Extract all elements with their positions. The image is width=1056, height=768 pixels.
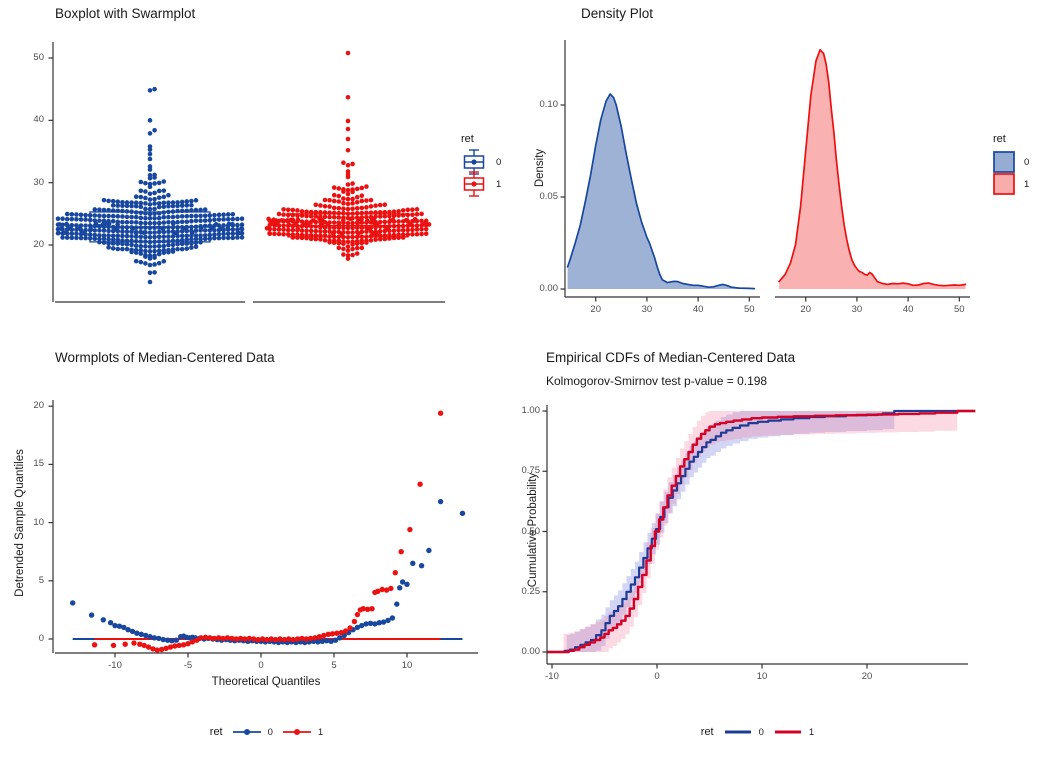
legend-item-1: 1 <box>461 171 502 197</box>
point-line-key-icon <box>282 729 311 735</box>
density-legend: ret 0 1 <box>993 133 1029 195</box>
boxplot-key-icon <box>463 149 485 175</box>
tick-label: 20 <box>590 304 601 315</box>
line-key-icon <box>774 730 801 734</box>
tick-label: 0.00 <box>539 283 559 294</box>
tick-label: 5 <box>331 660 337 671</box>
tick-label: 40 <box>902 304 914 315</box>
swarm-title: Boxplot with Swarmplot <box>55 6 196 21</box>
tick-label: 30 <box>641 304 653 315</box>
tick-label: 20 <box>33 400 44 412</box>
tick-label: 30 <box>33 176 44 188</box>
tick-label: 0.25 <box>521 585 541 597</box>
tick-label: 1.00 <box>521 405 541 416</box>
tick-label: 0.10 <box>539 99 559 110</box>
point-line-key-icon <box>232 729 261 735</box>
worm-legend: ret 0 1 <box>55 722 478 742</box>
tick-label: 40 <box>33 114 44 126</box>
density-y-axis-label: Density <box>534 148 546 188</box>
legend-item-0: 0 <box>461 149 502 175</box>
legend-item-1: 1 <box>282 726 323 738</box>
legend-item-label: 1 <box>496 178 502 190</box>
tick-label: 0 <box>38 633 44 644</box>
tick-label: 0 <box>654 671 660 682</box>
legend-title: ret <box>700 726 714 738</box>
legend-item-0: 0 <box>993 151 1029 173</box>
tick-label: 20 <box>800 304 811 315</box>
density-title: Density Plot <box>581 6 654 21</box>
tick-label: 5 <box>38 574 44 586</box>
tick-label: 0.75 <box>521 465 541 477</box>
tick-label: 50 <box>33 52 44 63</box>
tick-label: 0 <box>258 660 264 671</box>
tick-label: 10 <box>33 516 44 528</box>
ecdf-legend: ret 0 1 <box>547 722 968 742</box>
tick-label: -10 <box>545 671 559 682</box>
legend-item-1: 1 <box>993 173 1029 195</box>
legend-item-0: 0 <box>723 726 764 738</box>
worm-title: Wormplots of Median-Centered Data <box>55 350 275 365</box>
legend-item-label: 1 <box>1024 178 1030 190</box>
density-key-icon <box>993 151 1015 173</box>
boxplot-key-icon <box>463 171 485 197</box>
tick-label: -10 <box>108 660 122 671</box>
tick-label: 50 <box>954 304 965 315</box>
legend-item-label: 0 <box>758 726 764 738</box>
legend-title: ret <box>993 133 1006 145</box>
tick-label: 40 <box>692 304 704 315</box>
legend-title: ret <box>461 133 474 145</box>
ecdf-title: Empirical CDFs of Median-Centered Data <box>546 350 796 365</box>
density-key-icon <box>993 173 1015 195</box>
tick-label: 30 <box>851 304 863 315</box>
legend-item-1: 1 <box>773 726 814 738</box>
legend-item-label: 1 <box>808 726 815 738</box>
tick-label: 0.50 <box>521 525 541 537</box>
tick-label: 0.00 <box>521 646 541 657</box>
legend-item-label: 0 <box>496 156 502 168</box>
tick-label: 20 <box>33 239 44 250</box>
legend-item-label: 1 <box>317 726 324 738</box>
tick-label: 0.05 <box>539 191 559 202</box>
worm-x-axis-label: Theoretical Quantiles <box>211 676 321 688</box>
tick-label: -5 <box>183 660 193 671</box>
tick-label: 10 <box>401 660 413 671</box>
ecdf-subtitle: Kolmogorov-Smirnov test p-value = 0.198 <box>546 374 768 388</box>
legend-item-label: 0 <box>267 726 273 738</box>
legend-title: ret <box>209 726 223 738</box>
swarm-legend: ret 0 1 <box>461 133 502 197</box>
legend-item-label: 0 <box>1024 156 1030 168</box>
tick-label: 15 <box>33 458 44 470</box>
tick-label: 20 <box>861 671 873 682</box>
tick-label: 50 <box>744 304 755 315</box>
line-key-icon <box>724 730 751 734</box>
legend-item-0: 0 <box>232 726 273 738</box>
tick-label: 10 <box>756 671 768 682</box>
